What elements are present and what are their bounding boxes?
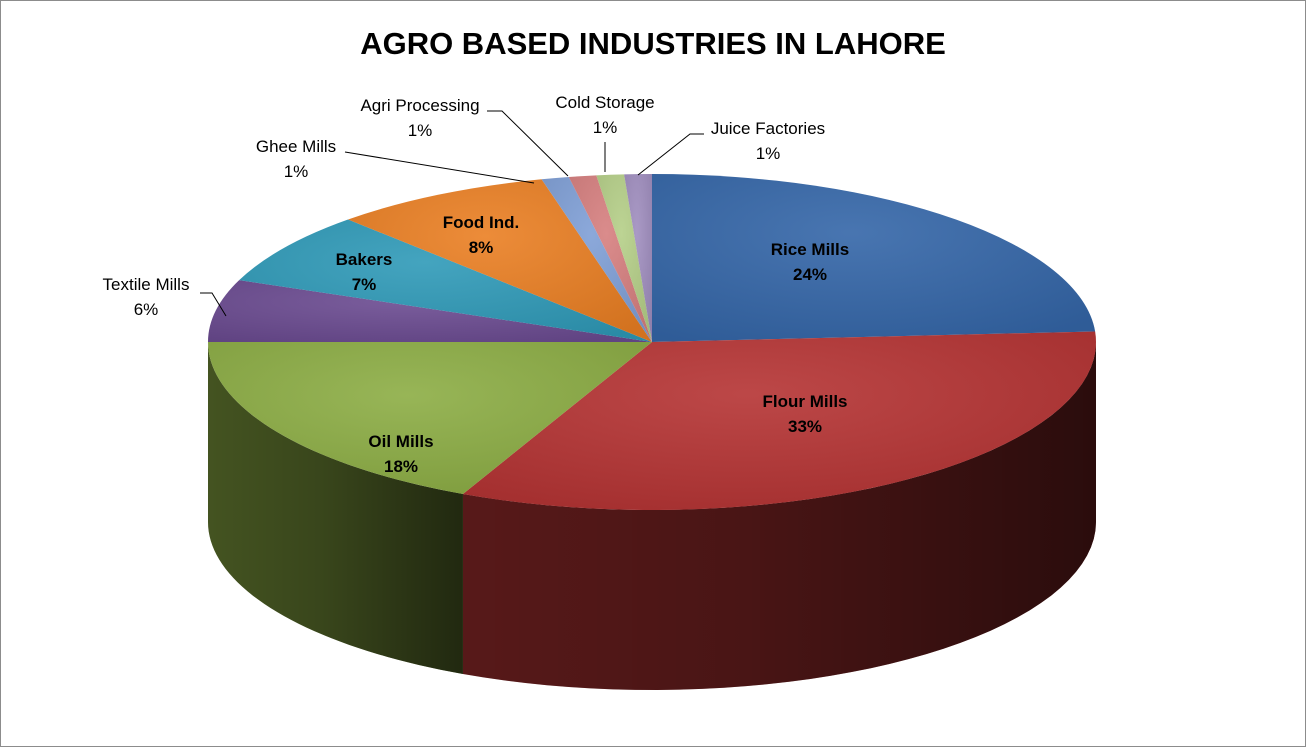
pie-slice-shine-0: [652, 174, 1096, 342]
slice-value-oil-mills: 18%: [384, 457, 418, 476]
pie-side-shade-1: [462, 342, 1096, 690]
pie-side-shade-2: [208, 342, 463, 675]
pie-slice-shine-9: [624, 174, 652, 342]
leader-lines: [200, 110, 704, 317]
slice-value-agri-processing: 1%: [408, 121, 433, 140]
pie-top: [208, 174, 1096, 510]
slice-value-ghee-mills: 1%: [284, 162, 309, 181]
pie-slice-shine-5: [348, 179, 652, 342]
slice-label-rice-mills: Rice Mills: [771, 240, 849, 259]
pie-slice-shine-3: [208, 280, 652, 342]
slice-value-rice-mills: 24%: [793, 265, 827, 284]
pie-slice-shine-6: [541, 176, 652, 342]
slice-label-oil-mills: Oil Mills: [368, 432, 433, 451]
pie-slice-shine-4: [239, 219, 652, 342]
slice-value-food-ind: 8%: [469, 238, 494, 257]
slice-label-food-ind: Food Ind.: [443, 213, 519, 232]
slice-label-juice-factories: Juice Factories: [711, 119, 825, 138]
pie-slice-shine-8: [596, 174, 652, 342]
slice-label-cold-storage: Cold Storage: [555, 93, 654, 112]
pie-labels: Rice Mills 24% Flour Mills 33% Oil Mills 18% T…: [103, 93, 850, 476]
leader-line-textile-mills: [200, 292, 227, 317]
slice-label-ghee-mills: Ghee Mills: [256, 137, 336, 156]
pie-slice-shine-2: [208, 342, 652, 495]
chart-title: AGRO BASED INDUSTRIES IN LAHORE: [360, 26, 946, 61]
pie-slice-shine-7: [568, 175, 652, 342]
pie-slice-shine-1: [462, 331, 1096, 510]
slice-value-textile-mills: 6%: [134, 300, 159, 319]
slice-value-cold-storage: 1%: [593, 118, 618, 137]
leader-line-ghee-mills: [344, 151, 535, 184]
slice-value-flour-mills: 33%: [788, 417, 822, 436]
slice-label-flour-mills: Flour Mills: [763, 392, 848, 411]
pie-sides: [208, 342, 1096, 690]
slice-label-agri-processing: Agri Processing: [360, 96, 479, 115]
slice-label-textile-mills: Textile Mills: [103, 275, 190, 294]
slice-label-bakers: Bakers: [336, 250, 393, 269]
slice-value-juice-factories: 1%: [756, 144, 781, 163]
leader-line-agri-processing: [487, 110, 569, 177]
slice-value-bakers: 7%: [352, 275, 377, 294]
leader-line-juice-factories: [637, 133, 704, 176]
